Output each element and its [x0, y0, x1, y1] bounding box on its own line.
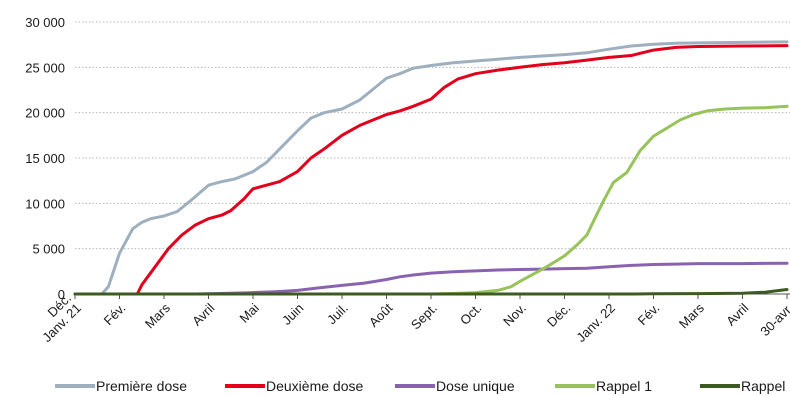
x-tick-label-line: 30-avr.	[757, 300, 790, 339]
y-tick-label: 20 000	[25, 106, 65, 121]
legend: Première dose Deuxième dose Dose unique Rap…	[55, 378, 790, 394]
x-tick-label-line: Nov.	[500, 300, 529, 329]
legend-label: Deuxième dose	[266, 378, 363, 394]
series-line-5	[73, 288, 789, 296]
x-tick-label: Juil.	[324, 300, 351, 327]
gridlines	[75, 21, 790, 250]
x-tick-label: Août	[366, 300, 396, 330]
x-tick-label-line: Fév.	[101, 300, 129, 328]
x-tick-label-line: Mai	[237, 300, 262, 325]
y-tick-label: 0	[58, 287, 65, 302]
legend-label: Dose unique	[436, 378, 515, 394]
x-tick-label: Déc.	[544, 300, 574, 330]
x-tick-label: Janv. 22	[573, 300, 618, 345]
x-tick-label: Déc.Janv. 21	[39, 290, 84, 345]
x-tick-label-line: Déc.	[544, 300, 574, 330]
series-line-1	[73, 40, 789, 296]
x-tick-label-line: Juin	[279, 300, 306, 327]
x-tick-label: Fév.	[101, 300, 129, 328]
y-tick-label: 5 000	[32, 242, 65, 257]
series-line-4	[73, 104, 789, 296]
x-tick-label: Mars	[142, 300, 173, 331]
x-tick-label-line: Août	[366, 300, 396, 330]
x-tick-label: Mars	[676, 300, 707, 331]
x-tick-label: Mai	[237, 300, 262, 325]
x-tick-label-line: Oct.	[457, 300, 484, 327]
x-axis: Déc.Janv. 21 Fév. Mars Avril Mai Juin Juil. Aoû…	[39, 290, 790, 345]
legend-label: Rappel 2	[741, 378, 790, 394]
y-tick-label: 15 000	[25, 151, 65, 166]
x-tick-label: Avril	[189, 300, 217, 328]
x-tick-label-line: Fév.	[635, 300, 663, 328]
x-tick-label: 30-avr.	[757, 300, 790, 339]
y-tick-label: 25 000	[25, 60, 65, 75]
legend-label: Rappel 1	[596, 378, 652, 394]
x-tick-label-line: Mars	[676, 300, 707, 331]
x-tick-label: Nov.	[500, 300, 529, 329]
x-tick-label-line: Avril	[723, 300, 751, 328]
x-tick-label-line: Mars	[142, 300, 173, 331]
series-line-3	[73, 261, 789, 296]
x-tick-label: Avril	[723, 300, 751, 328]
y-tick-label: 30 000	[25, 15, 65, 30]
legend-label: Première dose	[96, 378, 187, 394]
series-line-2	[73, 44, 789, 296]
x-tick-label-line: Avril	[189, 300, 217, 328]
x-tick-label: Fév.	[635, 300, 663, 328]
x-tick-label: Oct.	[457, 300, 484, 327]
series-lines	[73, 40, 789, 296]
x-tick-label-line: Sept.	[408, 300, 440, 332]
y-tick-label: 10 000	[25, 196, 65, 211]
x-tick-label: Sept.	[408, 300, 440, 332]
x-tick-label: Juin	[279, 300, 306, 327]
x-tick-label-line: Janv. 22	[573, 300, 618, 345]
y-axis: 0 5 000 10 000 15 000 20 000 25 000 30 000	[25, 15, 65, 302]
x-tick-label-line: Juil.	[324, 300, 351, 327]
